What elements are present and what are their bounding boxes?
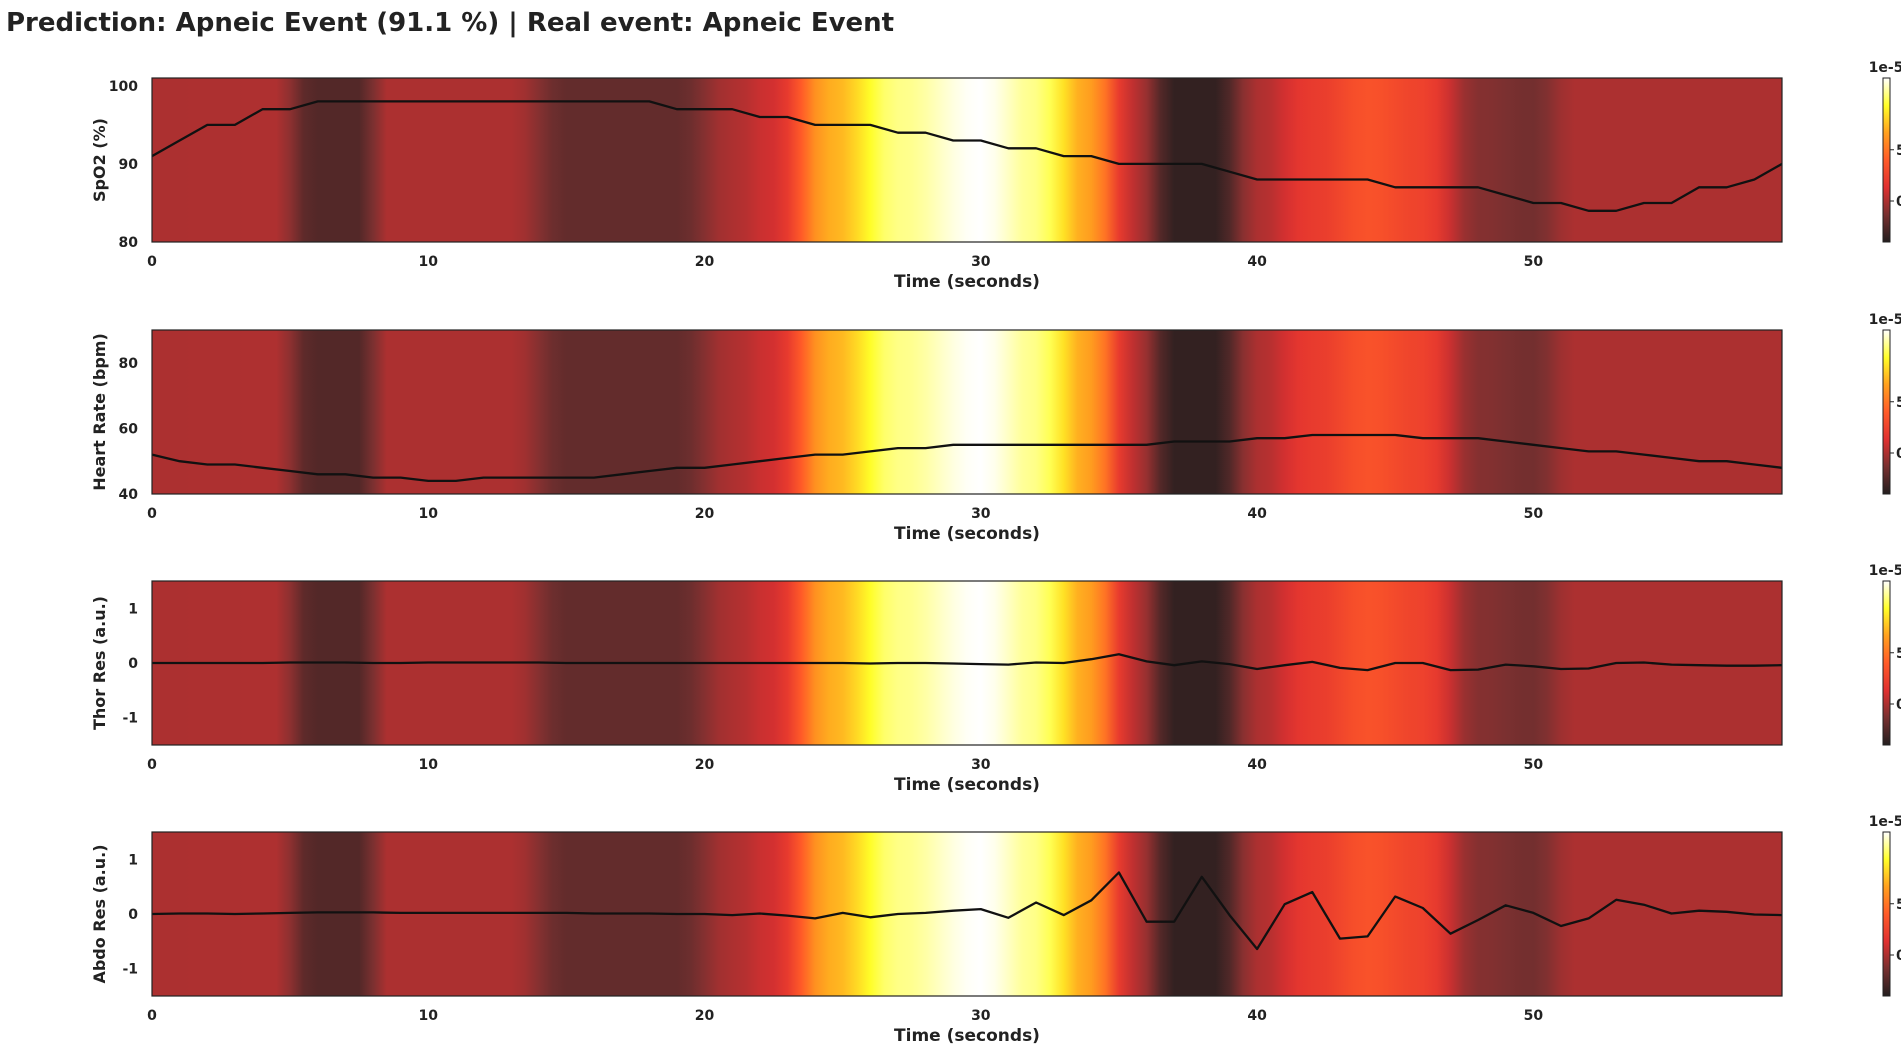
- x-tick-label: 20: [695, 506, 715, 522]
- x-tick-label: 30: [971, 1008, 991, 1024]
- colorbar: 0 5 1e-5: [1869, 60, 1901, 243]
- colorbar-scale-label: 1e-5: [1869, 814, 1901, 830]
- y-tick-label: 0: [128, 907, 138, 923]
- colorbar-tick-label: 0: [1896, 697, 1901, 713]
- colorbar-tick-label: 5: [1896, 395, 1901, 411]
- y-tick-label: 80: [119, 235, 139, 251]
- y-axis-label: Heart Rate (bpm): [90, 333, 109, 491]
- x-axis-label: Time (seconds): [894, 775, 1040, 795]
- series-line: [151, 433, 1783, 483]
- series-line: [152, 653, 1783, 672]
- y-tick-label: 90: [119, 157, 139, 173]
- y-tick-label: 40: [119, 487, 139, 503]
- colorbar-tick-label: 5: [1896, 897, 1901, 913]
- x-tick-label: 0: [147, 254, 157, 270]
- colorbar-tick-label: 0: [1896, 194, 1901, 210]
- colorbar-bar: [1882, 580, 1891, 746]
- series-line: [151, 871, 1783, 951]
- x-tick-label: 20: [695, 1008, 715, 1024]
- y-tick-label: -1: [122, 711, 138, 727]
- x-tick-label: 40: [1247, 1008, 1267, 1024]
- y-tick-label: 80: [119, 356, 139, 372]
- y-axis-label: Thor Res (a.u.): [90, 596, 109, 730]
- colorbar-tick-label: 5: [1896, 143, 1901, 159]
- x-tick-label: 50: [1524, 506, 1544, 522]
- x-tick-label: 20: [695, 254, 715, 270]
- colorbar: 0 5 1e-5: [1869, 814, 1901, 997]
- x-tick-label: 30: [971, 254, 991, 270]
- x-tick-label: 30: [971, 506, 991, 522]
- y-tick-label: 1: [128, 852, 138, 868]
- colorbar: 0 5 1e-5: [1869, 563, 1901, 746]
- y-axis-label: Abdo Res (a.u.): [90, 844, 109, 983]
- y-tick-label: 1: [128, 601, 138, 617]
- colorbar-tick-label: 0: [1896, 446, 1901, 462]
- y-axis-label: SpO2 (%): [90, 118, 109, 202]
- colorbar-scale-label: 1e-5: [1869, 312, 1901, 328]
- x-tick-label: 50: [1524, 1008, 1544, 1024]
- x-tick-label: 10: [419, 254, 439, 270]
- x-tick-label: 40: [1247, 757, 1267, 773]
- x-axis-label: Time (seconds): [894, 1026, 1040, 1045]
- y-tick-label: -1: [122, 962, 138, 978]
- y-tick-label: 0: [128, 656, 138, 672]
- x-tick-label: 10: [419, 757, 439, 773]
- colorbar-bar: [1882, 831, 1891, 997]
- axes-frame: [151, 580, 1783, 746]
- x-tick-label: 50: [1524, 757, 1544, 773]
- series-line: [151, 100, 1783, 212]
- x-tick-label: 10: [419, 506, 439, 522]
- colorbar-scale-label: 1e-5: [1869, 563, 1901, 579]
- heatmap-background: [152, 330, 1782, 494]
- x-tick-label: 30: [971, 757, 991, 773]
- x-axis-label: Time (seconds): [894, 524, 1040, 544]
- y-tick-label: 100: [109, 79, 138, 95]
- colorbar-scale-label: 1e-5: [1869, 60, 1901, 76]
- x-tick-label: 40: [1247, 506, 1267, 522]
- colorbar-tick-label: 0: [1896, 948, 1901, 964]
- x-axis-label: Time (seconds): [894, 272, 1040, 292]
- colorbar: 0 5 1e-5: [1869, 312, 1901, 495]
- x-tick-label: 10: [419, 1008, 439, 1024]
- axes-frame: [151, 77, 1783, 243]
- axes-frame: [151, 831, 1783, 997]
- colorbar-tick-label: 5: [1896, 646, 1901, 662]
- x-tick-label: 0: [147, 506, 157, 522]
- x-tick-label: 50: [1524, 254, 1544, 270]
- colorbar-bar: [1882, 329, 1891, 495]
- heatmap-background: [152, 78, 1782, 242]
- page-title: Prediction: Apneic Event (91.1 %) | Real…: [6, 8, 895, 38]
- x-tick-label: 20: [695, 757, 715, 773]
- colorbar-bar: [1882, 77, 1891, 243]
- x-tick-label: 0: [147, 757, 157, 773]
- x-tick-label: 40: [1247, 254, 1267, 270]
- y-tick-label: 60: [119, 421, 139, 437]
- axes-frame: [151, 329, 1783, 495]
- x-tick-label: 0: [147, 1008, 157, 1024]
